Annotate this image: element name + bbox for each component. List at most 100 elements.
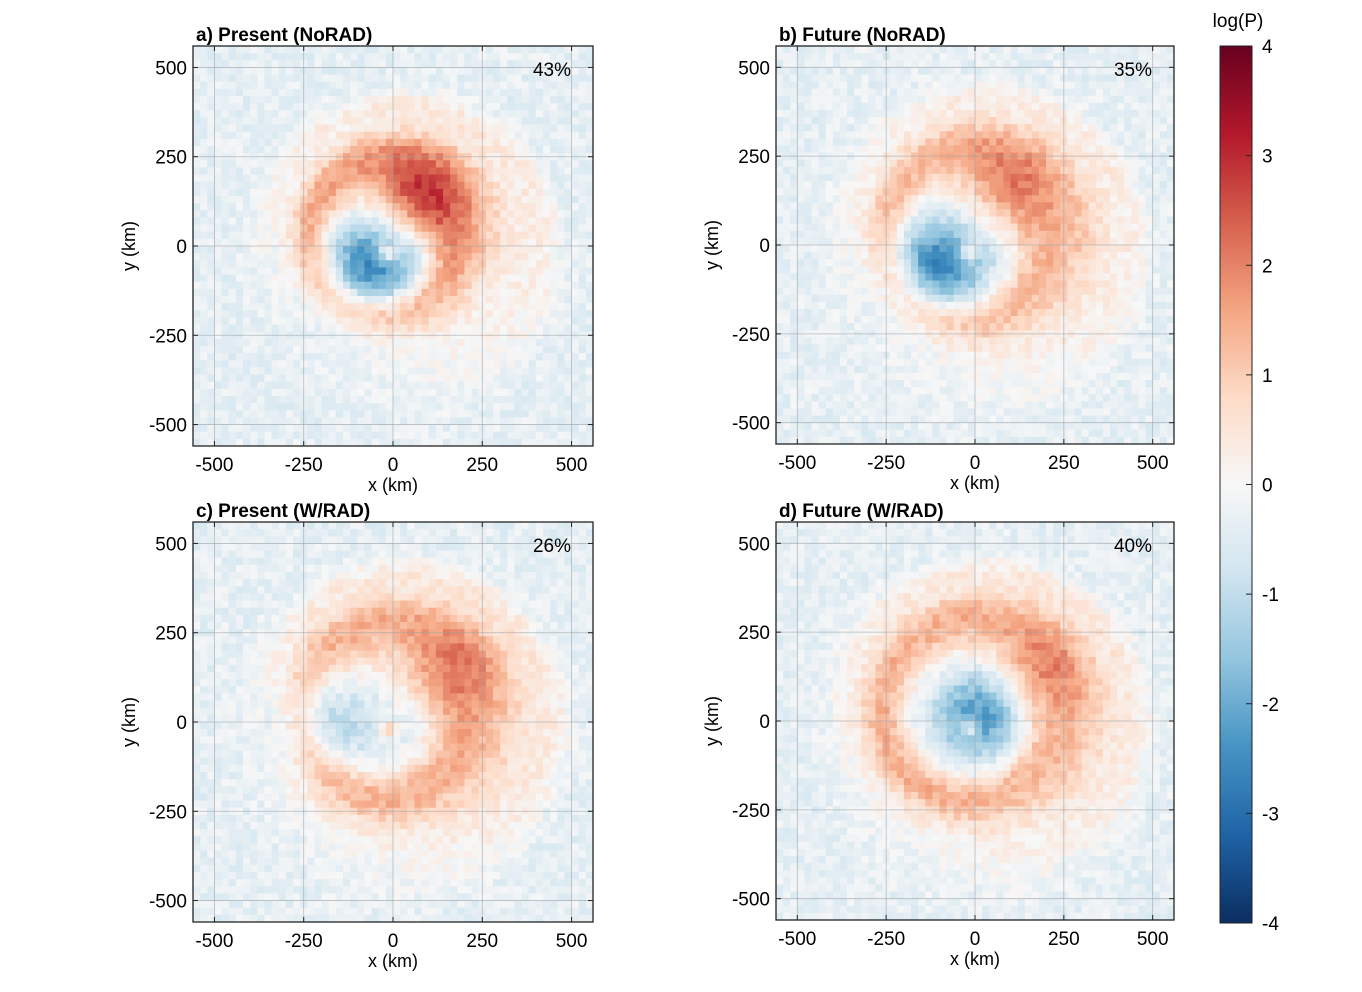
heatmap-cell <box>953 202 962 211</box>
heatmap-cell <box>953 109 962 118</box>
heatmap-cell <box>200 438 208 446</box>
heatmap-cell <box>414 224 423 233</box>
heatmap-cell <box>207 317 216 326</box>
heatmap-cell <box>443 96 451 104</box>
heatmap-cell <box>343 88 351 97</box>
heatmap-cell <box>896 273 905 282</box>
heatmap-cell <box>385 96 394 104</box>
heatmap-cell <box>1017 252 1026 260</box>
heatmap-cell <box>1152 60 1161 68</box>
heatmap-cell <box>193 303 201 311</box>
heatmap-cell <box>1131 181 1140 189</box>
heatmap-cell <box>1159 102 1168 111</box>
heatmap-cell <box>946 131 955 139</box>
heatmap-cell <box>911 173 919 182</box>
heatmap-cell <box>1088 46 1097 54</box>
heatmap-cell <box>235 146 244 154</box>
heatmap-cell <box>350 181 358 190</box>
heatmap-cell <box>1067 131 1076 139</box>
heatmap-cell <box>989 88 997 97</box>
heatmap-cell <box>832 252 841 260</box>
heatmap-cell <box>1038 266 1047 275</box>
heatmap-cell <box>1017 216 1026 225</box>
heatmap-cell <box>343 96 351 104</box>
heatmap-cell <box>364 167 373 176</box>
heatmap-cell <box>967 223 976 232</box>
heatmap-cell <box>1117 109 1125 118</box>
heatmap-cell <box>790 46 798 54</box>
heatmap-cell <box>585 81 593 90</box>
heatmap-cell <box>1031 173 1040 182</box>
heatmap-cell <box>982 138 990 147</box>
heatmap-cell <box>550 417 558 426</box>
heatmap-cell <box>228 67 237 76</box>
heatmap-cell <box>585 224 593 233</box>
heatmap-cell <box>250 403 258 411</box>
heatmap-cell <box>407 246 416 254</box>
heatmap-cell <box>414 124 423 133</box>
heatmap-cell <box>783 188 791 196</box>
heatmap-cell <box>228 346 237 354</box>
heatmap-cell <box>485 96 494 104</box>
heatmap-cell <box>278 103 287 111</box>
heatmap-cell <box>207 396 216 404</box>
heatmap-cell <box>1038 88 1047 97</box>
heatmap-cell <box>221 388 230 397</box>
heatmap-cell <box>421 110 430 119</box>
heatmap-cell <box>421 188 430 197</box>
heatmap-cell <box>543 338 551 347</box>
heatmap-cell <box>371 103 380 111</box>
heatmap-cell <box>1053 173 1061 182</box>
heatmap-cell <box>1003 188 1012 196</box>
heatmap-cell <box>257 403 266 411</box>
heatmap-cell <box>1024 216 1033 225</box>
heatmap-cell <box>235 310 244 319</box>
heatmap-cell <box>335 224 344 233</box>
heatmap-cell <box>1067 138 1076 147</box>
heatmap-cell <box>350 388 358 397</box>
heatmap-cell <box>578 103 587 111</box>
heatmap-cell <box>228 117 237 126</box>
heatmap-cell <box>214 310 223 319</box>
heatmap-cell <box>493 88 501 97</box>
heatmap-cell <box>967 188 976 196</box>
heatmap-cell <box>271 324 280 333</box>
heatmap-cell <box>293 281 301 290</box>
heatmap-cell <box>435 138 444 147</box>
heatmap-cell <box>207 210 216 219</box>
heatmap-cell <box>464 360 473 369</box>
heatmap-cell <box>335 296 344 304</box>
heatmap-cell <box>285 81 294 90</box>
heatmap-cell <box>328 217 337 226</box>
heatmap-cell <box>1145 216 1154 225</box>
heatmap-cell <box>1010 223 1019 232</box>
heatmap-cell <box>378 403 387 411</box>
heatmap-cell <box>578 338 587 347</box>
heatmap-cell <box>585 346 593 354</box>
heatmap-cell <box>285 231 294 240</box>
heatmap-cell <box>896 138 905 147</box>
heatmap-cell <box>400 317 408 326</box>
heatmap-cell <box>293 138 301 147</box>
heatmap-cell <box>578 138 587 147</box>
heatmap-cell <box>321 167 330 176</box>
heatmap-cell <box>235 324 244 333</box>
heatmap-cell <box>378 81 387 90</box>
heatmap-cell <box>1010 159 1019 168</box>
heatmap-cell <box>443 310 451 319</box>
heatmap-cell <box>1131 173 1140 182</box>
heatmap-cell <box>385 231 394 240</box>
heatmap-cell <box>967 202 976 211</box>
heatmap-cell <box>918 195 926 203</box>
heatmap-cell <box>207 46 216 54</box>
heatmap-cell <box>321 403 330 411</box>
heatmap-cell <box>1117 81 1125 90</box>
heatmap-cell <box>414 88 423 97</box>
heatmap-cell <box>507 224 516 233</box>
heatmap-cell <box>435 53 444 61</box>
heatmap-cell <box>507 167 516 176</box>
heatmap-cell <box>335 117 344 126</box>
heatmap-cell <box>1124 181 1132 189</box>
heatmap-cell <box>193 46 201 54</box>
heatmap-cell <box>371 353 380 361</box>
